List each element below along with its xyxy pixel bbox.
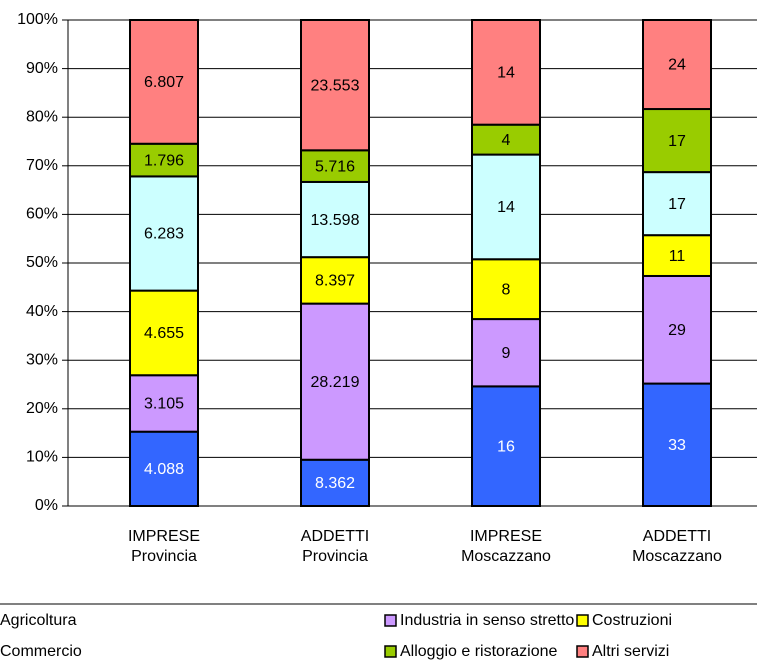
bar-segment (129, 374, 199, 433)
bar-segment (471, 258, 541, 321)
data-label: 24 (668, 57, 686, 74)
legend-label: Industria in senso stretto (400, 612, 574, 629)
bar-segment (300, 149, 370, 183)
bar-segment (642, 171, 712, 237)
legend-swatch (576, 645, 589, 658)
bar-segment (300, 458, 370, 507)
y-tick-label: 40% (26, 303, 58, 320)
data-label: 4.655 (144, 325, 184, 342)
data-label: 17 (668, 196, 686, 213)
data-label: 17 (668, 133, 686, 150)
x-tick-label: ADDETTI Provincia (300, 528, 370, 565)
y-tick-label: 20% (26, 400, 58, 417)
y-tick-label: 60% (26, 206, 58, 223)
data-label: 9 (502, 345, 511, 362)
y-tick-label: 70% (26, 157, 58, 174)
x-tick-label: IMPRESE Moscazzano (461, 528, 551, 565)
data-label: 14 (497, 65, 515, 82)
data-label: 29 (668, 322, 686, 339)
data-label: 6.807 (144, 74, 184, 91)
y-tick-label: 50% (26, 254, 58, 271)
bar-segment (129, 19, 199, 145)
data-label: 14 (497, 199, 515, 216)
x-tick-label: ADDETTI Moscazzano (632, 528, 722, 565)
y-tick-label: 80% (26, 108, 58, 125)
data-label: 8 (502, 281, 511, 298)
data-label: 3.105 (144, 396, 184, 413)
legend-label: Altri servizi (592, 643, 669, 660)
y-tick-label: 90% (26, 60, 58, 77)
data-label: 11 (669, 248, 686, 265)
legend-label: Costruzioni (592, 612, 672, 629)
data-label: 28.219 (311, 374, 360, 391)
legend-swatch (384, 645, 397, 658)
y-tick-label: 30% (26, 351, 58, 368)
data-label: 8.362 (315, 475, 355, 492)
bar-segment (300, 19, 370, 152)
data-label: 4 (502, 132, 511, 149)
data-label: 5.716 (315, 158, 355, 175)
legend-label: Commercio (0, 643, 82, 660)
legend-label: Alloggio e ristorazione (400, 643, 558, 660)
data-label: 33 (668, 437, 686, 454)
data-label: 23.553 (311, 77, 360, 94)
data-label: 13.598 (311, 212, 360, 229)
x-tick-label: IMPRESE Provincia (127, 528, 200, 565)
y-tick-label: 0% (35, 497, 58, 514)
bar-segment (642, 234, 712, 277)
legend-label: Agricoltura (0, 612, 77, 629)
bar-segment (642, 19, 712, 111)
bar-segment (471, 385, 541, 507)
legend-swatch (576, 614, 589, 627)
y-tick-label: 100% (17, 11, 58, 28)
bar-segment (300, 256, 370, 305)
bar-segment (129, 142, 199, 178)
data-label: 6.283 (144, 226, 184, 243)
data-label: 16 (497, 438, 515, 455)
bar-segment (129, 289, 199, 377)
y-tick-label: 10% (26, 449, 58, 466)
bar-segment (642, 274, 712, 385)
data-label: 4.088 (144, 461, 184, 478)
data-label: 8.397 (315, 273, 355, 290)
bar-segment (300, 180, 370, 259)
bar-segment (471, 19, 541, 126)
data-label: 1.796 (144, 152, 184, 169)
legend-swatch (384, 614, 397, 627)
bar-segment (300, 302, 370, 461)
